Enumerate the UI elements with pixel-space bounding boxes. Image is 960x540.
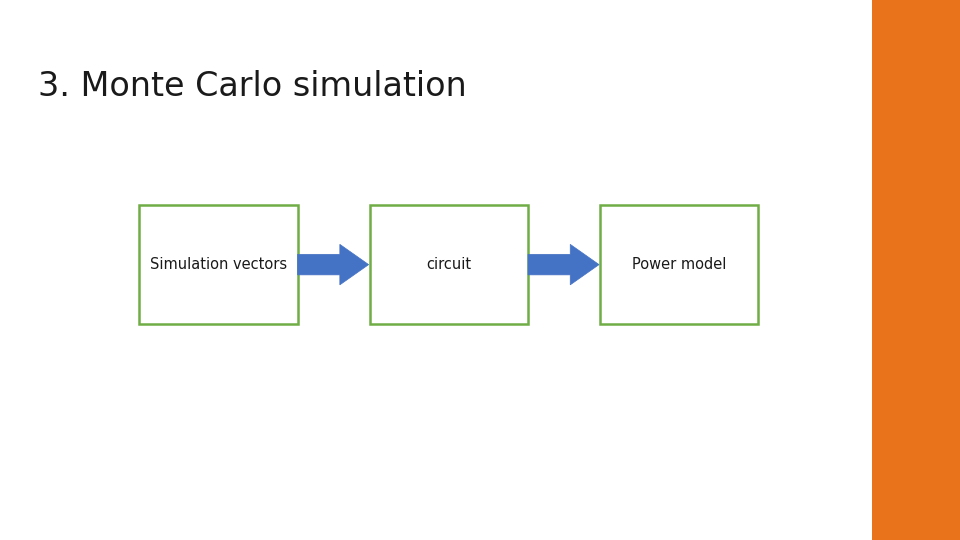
Polygon shape xyxy=(528,244,599,285)
Text: Power model: Power model xyxy=(632,257,727,272)
Text: Simulation vectors: Simulation vectors xyxy=(150,257,287,272)
Polygon shape xyxy=(298,244,369,285)
Bar xyxy=(370,205,528,324)
Text: circuit: circuit xyxy=(426,257,471,272)
Bar xyxy=(872,0,960,540)
Bar xyxy=(600,205,758,324)
Text: 3. Monte Carlo simulation: 3. Monte Carlo simulation xyxy=(38,70,468,103)
Bar xyxy=(139,205,298,324)
